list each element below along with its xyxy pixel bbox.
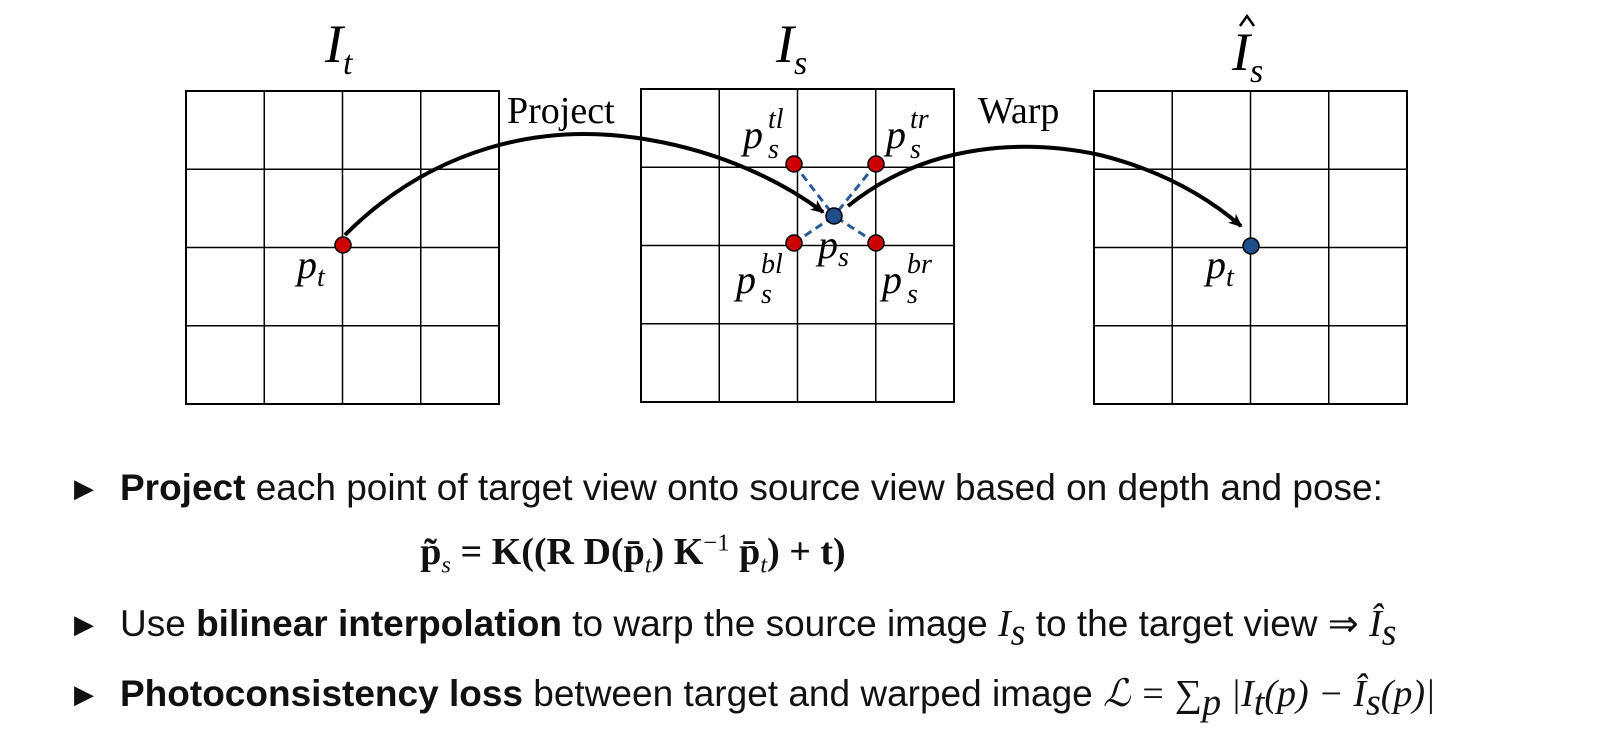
- bullet-text: to warp the source image: [562, 603, 998, 644]
- loss-formula: ℒ = ∑: [1103, 673, 1203, 715]
- neighbor-bl-point: [785, 234, 803, 252]
- neighbor-tl-sup: tl: [768, 104, 784, 135]
- svg-text:Is: Is: [1231, 22, 1263, 90]
- bullet-marker-icon: ▶: [74, 679, 94, 709]
- source-point-label: ps: [815, 222, 849, 273]
- warping-diagram: It Is Is Project Warp pt p tl s: [185, 13, 1408, 405]
- warped-point-label: pt: [1203, 242, 1235, 293]
- bullet-marker-icon: ▶: [74, 609, 94, 639]
- warped-image-title: Is: [1231, 13, 1263, 90]
- neighbor-br-sup: br: [907, 249, 932, 280]
- neighbor-tr-point: [867, 155, 885, 173]
- bullet-marker-icon: ▶: [74, 473, 94, 503]
- loss-target-sub: t: [1253, 681, 1265, 724]
- eq-rhs-sub2: t: [760, 551, 768, 579]
- loss-sum-sub: p: [1202, 681, 1222, 724]
- hat-accent: [1238, 13, 1256, 27]
- math-warped-sub: s: [1381, 611, 1397, 654]
- bullet-bold: Photoconsistency loss: [120, 673, 523, 714]
- project-arrow-label: Project: [507, 90, 615, 132]
- target-image-title: It: [324, 14, 354, 82]
- eq-rhs4: ) + t): [767, 531, 846, 573]
- bullet-bilinear: ▶ Use bilinear interpolation to warp the …: [74, 602, 1397, 651]
- bullet-text2: to the target view ⇒: [1025, 603, 1370, 644]
- eq-lhs-sub: s: [441, 551, 452, 579]
- target-point: [334, 236, 352, 254]
- neighbor-br-point: [867, 234, 885, 252]
- eq-rhs2: ) K: [651, 531, 704, 573]
- neighbor-bl-sub: s: [761, 279, 772, 310]
- neighbor-tl-point: [785, 155, 803, 173]
- loss-warped-sub: s: [1365, 681, 1381, 724]
- project-arrow: [343, 132, 825, 237]
- bullet-bold: bilinear interpolation: [196, 603, 562, 644]
- bullet-project: ▶ Project each point of target view onto …: [74, 466, 1383, 510]
- loss-formula-rest: |I: [1221, 673, 1254, 715]
- bullet-pre: Use: [120, 603, 197, 644]
- bullet-photoconsistency: ▶ Photoconsistency loss between target an…: [74, 672, 1436, 721]
- warp-arrow-label: Warp: [978, 90, 1059, 132]
- bullet-bold: Project: [120, 467, 246, 508]
- neighbor-tr-sup: tr: [910, 104, 929, 135]
- eq-rhs-sup: −1: [703, 529, 730, 557]
- neighbor-br-label: p: [879, 257, 902, 302]
- loss-formula-end: (p)|: [1380, 673, 1436, 715]
- eq-rhs: = K((R D(p̄: [460, 531, 645, 573]
- warp-arrow: [846, 144, 1243, 228]
- neighbor-tl-label: p: [740, 112, 763, 157]
- warped-image-grid: [1093, 90, 1408, 405]
- projection-equation: p̃s = K((R D(p̄t) K−1 p̄t) + t): [0, 529, 1266, 577]
- neighbor-br-sub: s: [907, 279, 918, 310]
- loss-formula-mid: (p) − Î: [1264, 673, 1366, 715]
- target-image-grid: [185, 90, 500, 405]
- target-point-label: pt: [294, 242, 326, 293]
- neighbor-tr-sub: s: [910, 134, 921, 165]
- math-warped-image: Î: [1369, 603, 1382, 645]
- neighbor-bl-sup: bl: [761, 249, 783, 280]
- eq-rhs3: p̄: [729, 531, 761, 573]
- bullet-text: between target and warped image: [523, 673, 1104, 714]
- source-image-title: Is: [775, 14, 807, 82]
- math-source-image: I: [998, 603, 1011, 645]
- neighbor-tr-label: p: [883, 112, 906, 157]
- warped-point: [1242, 237, 1260, 255]
- source-point: [825, 207, 843, 225]
- math-source-sub: s: [1010, 611, 1026, 654]
- neighbor-tl-sub: s: [768, 134, 779, 165]
- neighbor-bl-label: p: [733, 257, 756, 302]
- bullet-text: each point of target view onto source vi…: [245, 467, 1383, 508]
- eq-lhs: p̃: [420, 531, 442, 573]
- eq-rhs-sub1: t: [644, 551, 652, 579]
